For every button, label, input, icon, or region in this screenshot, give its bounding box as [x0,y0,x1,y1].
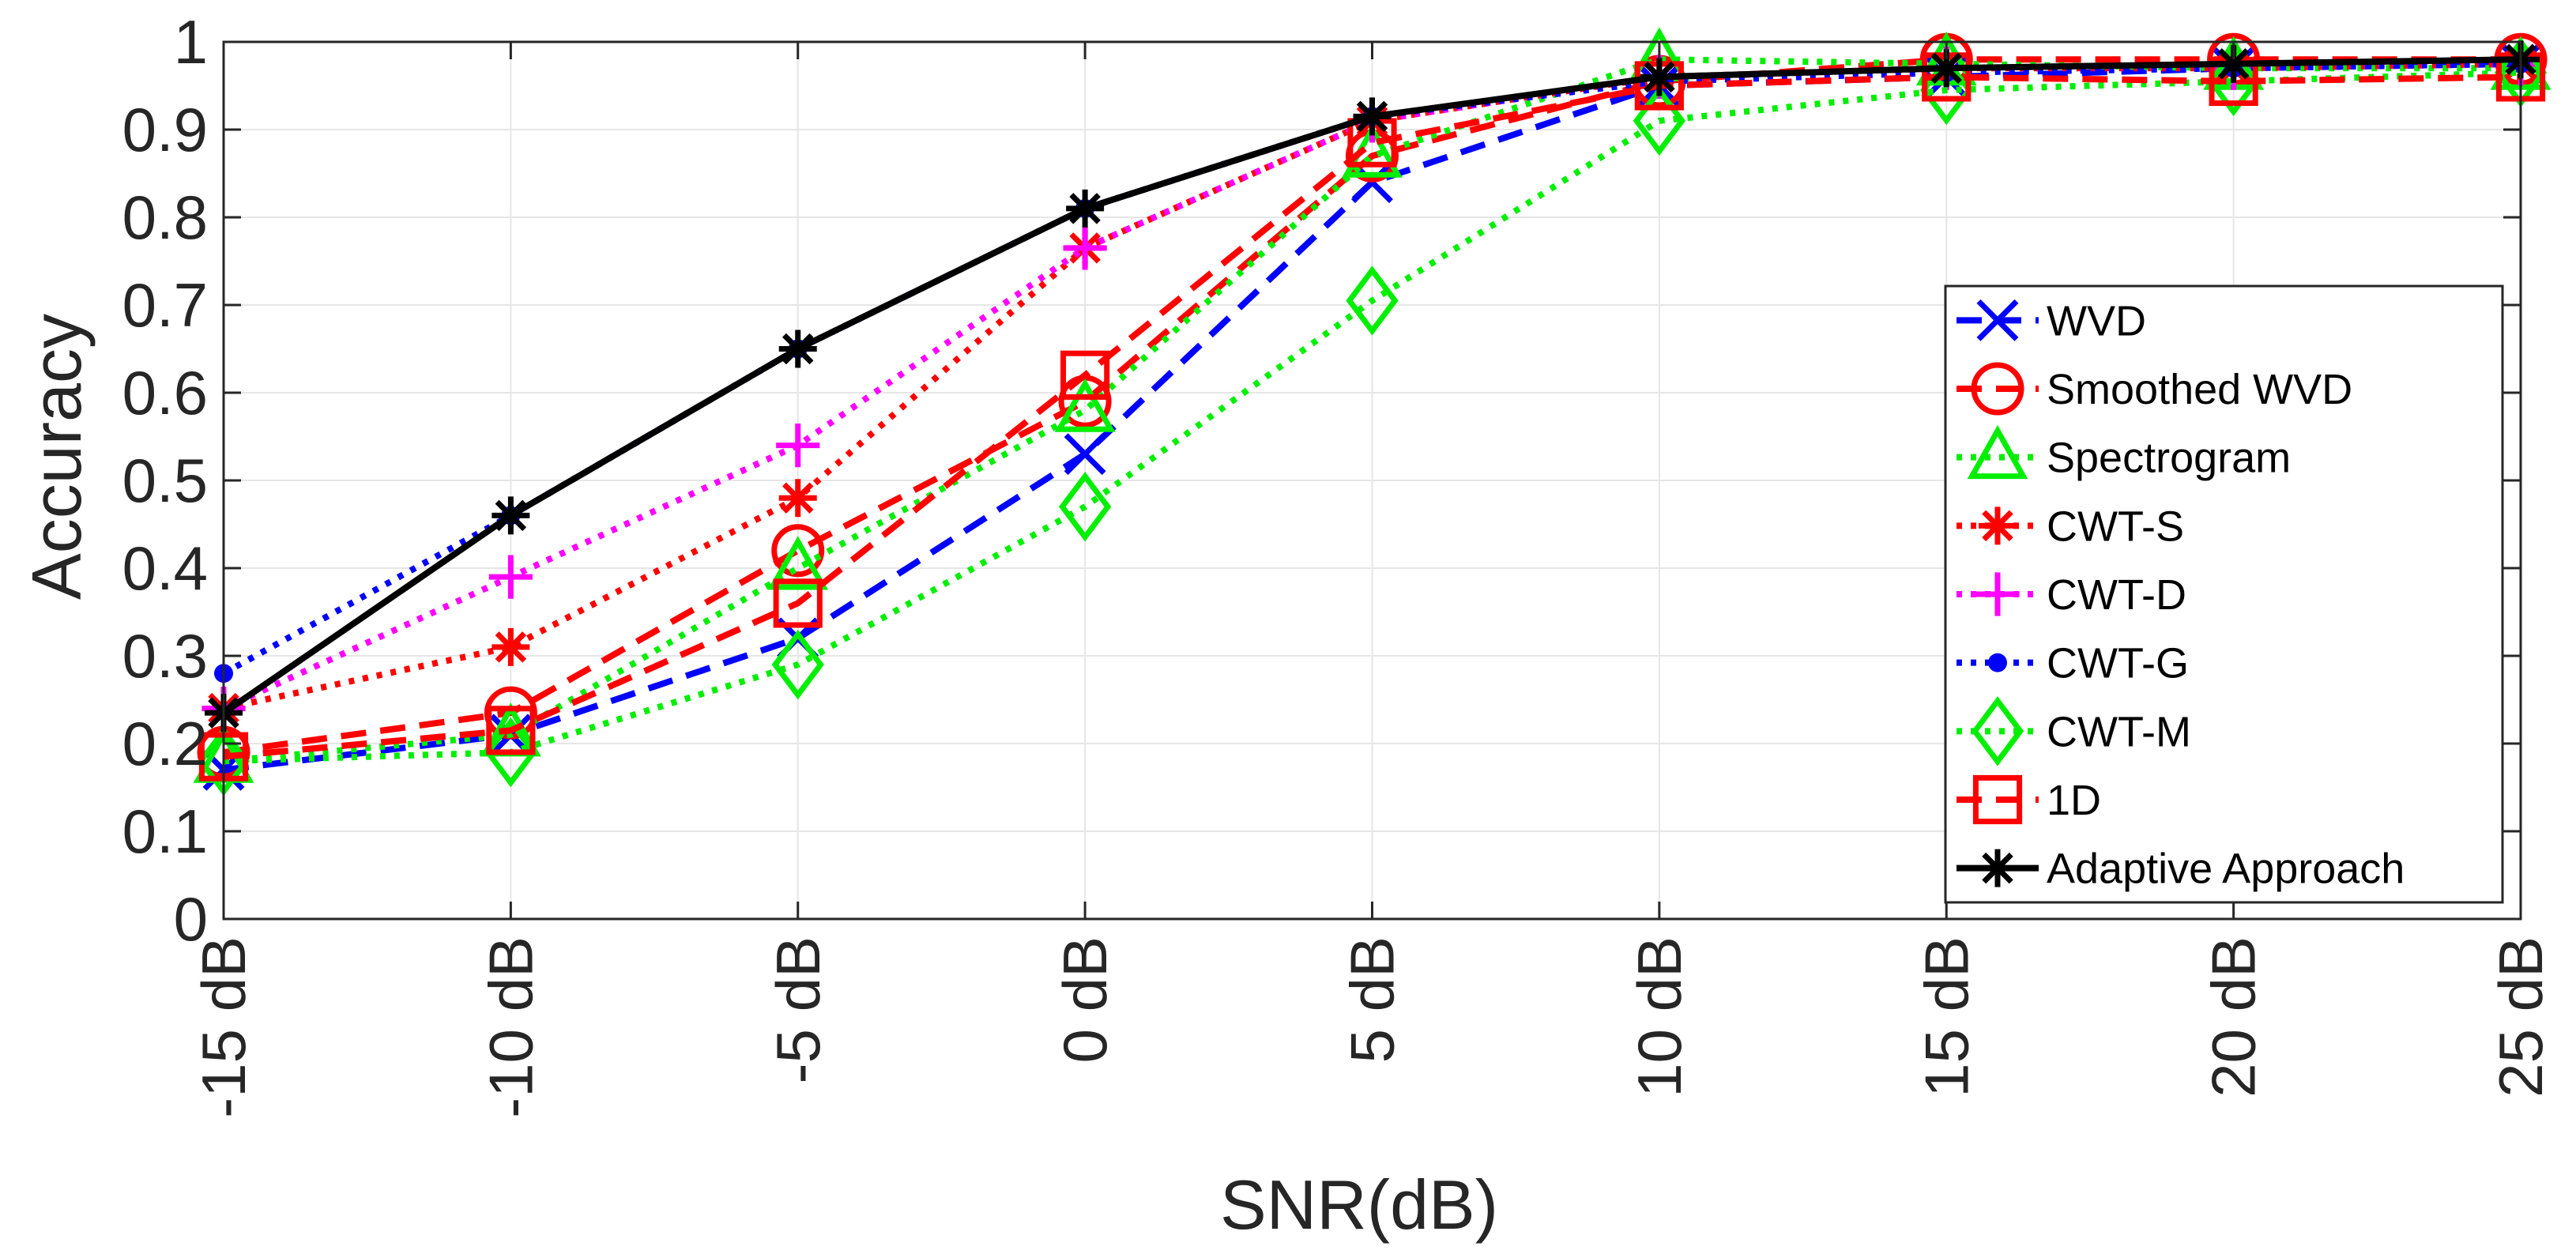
marker-stroke [1644,61,1675,93]
x-axis-label: SNR(dB) [1220,1166,1498,1244]
legend-item[interactable]: CWT-G [1956,640,2189,687]
y-tick-label: 0.8 [122,183,208,252]
x-tick-label: 20 dB [2199,936,2269,1098]
legend-label: Adaptive Approach [2047,845,2405,893]
marker-stroke [781,482,814,514]
data-point [767,536,829,590]
legend-item[interactable]: CWT-D [1956,571,2186,619]
x-tick-label: 0 dB [1050,936,1120,1063]
legend-label: CWT-S [2047,503,2184,550]
legend-marker [1975,572,2020,616]
data-point [778,330,817,368]
series-line [223,56,2521,756]
legend-item[interactable]: CWT-M [1956,696,2191,766]
data-point [1353,97,1392,136]
marker-stroke [495,499,527,532]
data-point [1058,472,1112,542]
y-tick-label: 1 [174,7,208,77]
legend-marker [1967,424,2028,480]
legend-marker [1979,849,2017,887]
marker-stroke [1976,299,2019,341]
legend-marker [1971,362,2024,416]
legend-item[interactable]: 1D [1956,774,2101,825]
y-tick-label: 0 [174,884,208,954]
y-axis-label: Accuracy [17,314,96,600]
data-point [1063,226,1107,270]
marker-stroke [781,333,814,365]
y-tick-label: 0.3 [122,621,208,691]
legend-marker [1971,696,2024,766]
marker-stroke [495,631,527,663]
marker-stroke [1064,433,1106,476]
marker-stroke [1356,100,1388,133]
data-point [771,629,824,700]
marker-stroke [2217,47,2250,80]
x-tick-label: 5 dB [1338,936,1407,1063]
legend-label: CWT-G [2047,640,2189,687]
legend-marker [1988,653,2007,672]
data-point [1066,189,1105,228]
data-point [488,555,533,599]
data-point [771,524,825,578]
data-point [1640,58,1678,96]
legend-marker [1976,299,2019,341]
marker-stroke [1982,510,2013,542]
legend-label: CWT-D [2047,571,2186,619]
series-line [223,69,2521,765]
axis-ticks: 0 0.1 0.2 0.3 0.4 0.5 0.6 0.7 0.8 0.9 1 -15 dB -10 d… [122,7,2555,1118]
data-point [778,479,817,518]
legend-item[interactable]: CWT-S [1956,503,2184,550]
data-point [1346,265,1399,336]
data-point [486,706,536,755]
legend-item[interactable]: Smoothed WVD [1956,362,2352,416]
data-point [491,496,530,535]
data-point [776,424,820,468]
x-tick-label: 10 dB [1625,936,1694,1098]
data-point [1064,433,1106,476]
data-point [491,627,530,666]
x-tick-label: -10 dB [476,936,545,1118]
legend-item[interactable]: Spectrogram [1956,424,2291,482]
legend-marker [1972,774,2023,825]
legend-label: 1D [2047,777,2101,824]
y-tick-label: 0.7 [122,270,208,340]
y-tick-label: 0.9 [122,95,208,164]
y-tick-label: 0.1 [122,796,208,866]
legend-label: WVD [2047,297,2146,345]
legend-marker [1979,506,2017,545]
x-tick-label: 15 dB [1911,936,1981,1098]
y-tick-label: 0.2 [122,709,208,778]
series-layer [193,27,2552,796]
x-tick-label: -5 dB [763,936,833,1083]
y-tick-label: 0.4 [122,533,208,603]
legend-label: CWT-M [2047,708,2191,755]
legend[interactable]: WVD Smoothed WVD Spectrogram CWT-S CWT-D CWT-… [1944,284,2504,904]
x-tick-label: -15 dB [189,936,258,1118]
legend-label: Smoothed WVD [2047,366,2352,413]
legend-label: Spectrogram [2047,435,2291,482]
data-point [2214,44,2253,83]
marker-stroke [1069,193,1101,224]
series-line [223,73,2521,760]
data-point [1633,85,1686,156]
data-point [773,578,823,628]
legend-item[interactable]: Adaptive Approach [1956,845,2405,893]
data-point [2207,46,2260,117]
y-tick-label: 0.5 [122,446,208,515]
data-point [1060,350,1110,400]
y-tick-label: 0.6 [122,358,208,427]
data-point [484,717,537,788]
x-tick-label: 25 dB [2486,936,2555,1098]
legend-item[interactable]: WVD [1956,297,2146,345]
marker-stroke [1930,52,1963,85]
series-line [223,56,2521,765]
data-point [1054,378,1116,432]
marker-stroke [1982,852,2013,884]
